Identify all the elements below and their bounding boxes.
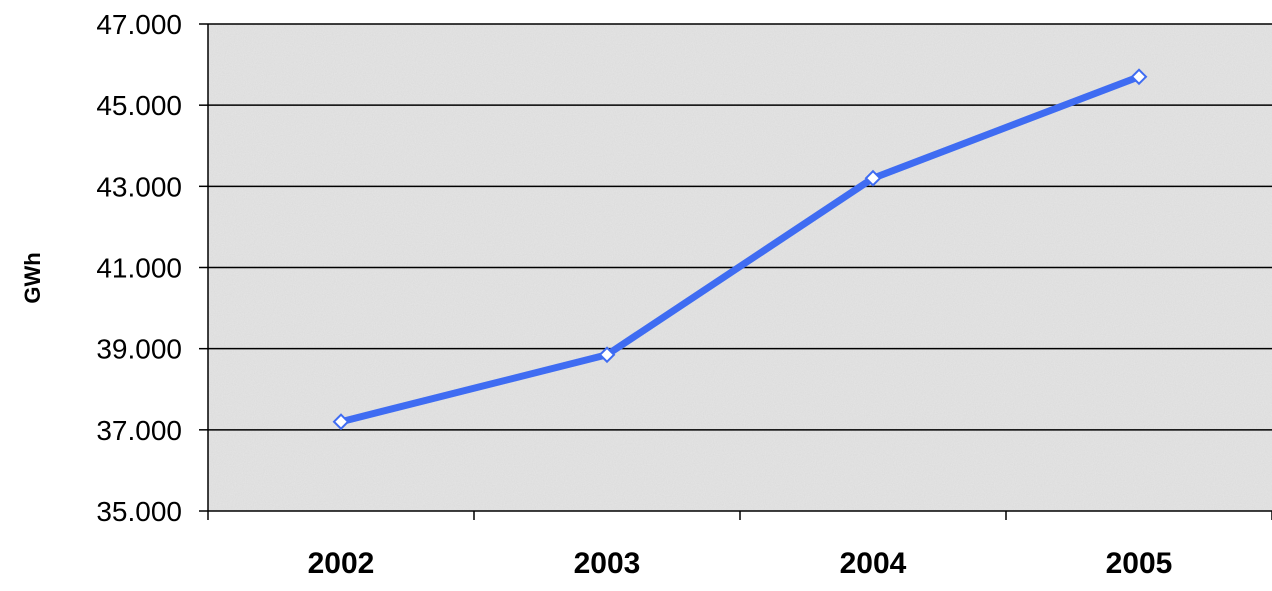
series-line: [337, 73, 1143, 426]
x-tick-label: 2003: [574, 547, 641, 580]
series-lines: [337, 73, 1143, 426]
y-tick-label: 37.000: [96, 415, 182, 446]
x-tick-label: 2002: [308, 547, 375, 580]
data-point-marker: [864, 169, 882, 187]
y-tick-label: 43.000: [96, 171, 182, 202]
data-point-marker: [1130, 68, 1148, 86]
data-point-marker: [332, 413, 350, 431]
x-tick-labels: 2002 2003 2004 2005: [308, 547, 1173, 580]
y-tick-label: 39.000: [96, 334, 182, 365]
data-point-marker: [598, 346, 616, 364]
y-tick-label: 45.000: [96, 90, 182, 121]
axes: [199, 23, 1272, 520]
y-tick-label: 47.000: [96, 9, 182, 40]
x-tick-label: 2004: [840, 547, 907, 580]
y-axis-title: GWh: [20, 252, 45, 303]
y-tick-label: 35.000: [96, 496, 182, 527]
x-tick-label: 2005: [1106, 547, 1173, 580]
y-tick-labels: 35.000 37.000 39.000 41.000 43.000 45.000 47.0…: [96, 9, 182, 527]
y-tick-label: 41.000: [96, 253, 182, 284]
data-markers: [332, 68, 1148, 431]
